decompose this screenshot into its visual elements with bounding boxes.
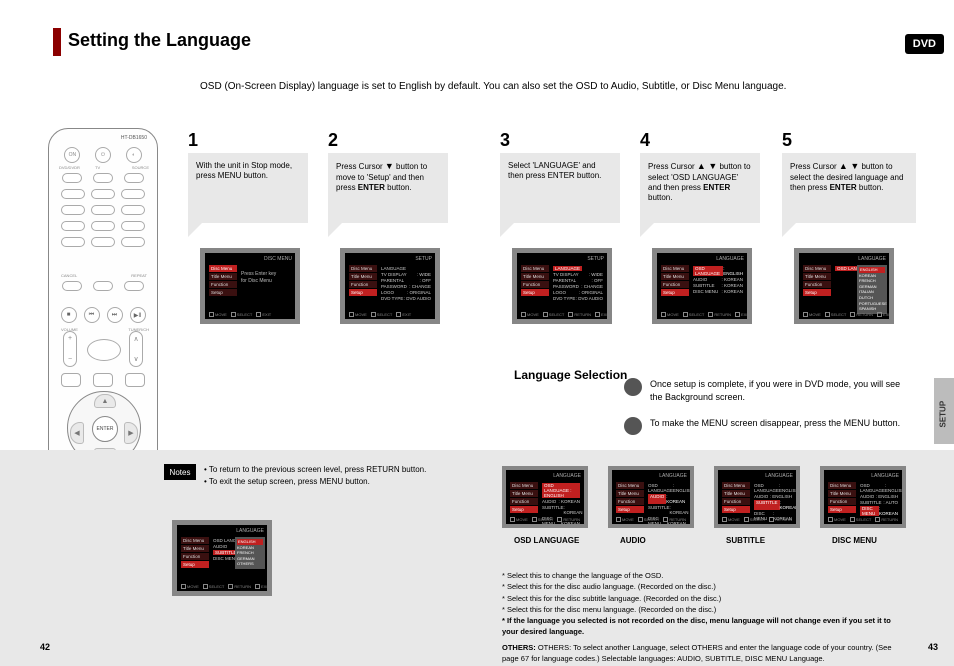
remote-menu-btn	[61, 373, 81, 387]
remote-transport: ■ ⏮ ⏭ ▶Ⅱ	[49, 307, 157, 323]
notes-text: • To return to the previous screen level…	[204, 464, 474, 488]
bullet-2-text: To make the MENU screen disappear, press…	[650, 417, 910, 430]
step-5-num: 5	[782, 130, 916, 151]
remote-volume-btn: +−	[63, 331, 77, 367]
remote-num-9	[121, 221, 145, 231]
remote-num-1	[61, 189, 85, 199]
screen-4-rows: OSD LANGUAGE : ENGLISHAUDIO : KOREANSUBT…	[693, 265, 743, 307]
bullet-dot-icon	[624, 378, 642, 396]
caption-b1: OSD LANGUAGE	[514, 536, 579, 545]
page-number-right: 43	[928, 642, 938, 652]
screen-3-rows: LANGUAGE TV DISPLAY : WIDEPARENTAL : OFF…	[553, 265, 603, 307]
remote-num-7	[61, 221, 85, 231]
caption-b2: AUDIO	[620, 536, 646, 545]
remote-tuner-btn: ∧∨	[129, 331, 143, 367]
page-number-left: 42	[40, 642, 50, 652]
step-5: 5 Press Cursor ▲ ▼ button to select the …	[782, 130, 916, 223]
osd-screen-b4: LANGUAGE Disc MenuTitle MenuFunctionSetu…	[820, 466, 906, 528]
remote-num-5	[91, 205, 115, 215]
osd-screen-4: LANGUAGE Disc Menu Title Menu Function S…	[652, 248, 752, 324]
remote-dpad-left: ◀	[70, 422, 84, 444]
down-arrow-icon: ▼	[385, 161, 394, 171]
step-2: 2 Press Cursor ▼ button to move to 'Setu…	[328, 130, 448, 223]
step-1-num: 1	[188, 130, 308, 151]
osd-screen-5: LANGUAGE Disc Menu Title Menu Function S…	[794, 248, 894, 324]
step-1-text: With the unit in Stop mode, press MENU b…	[196, 161, 292, 180]
remote-info-btn	[93, 373, 113, 387]
remote-on-btn: ON	[64, 147, 80, 163]
remote-repeat-btn	[124, 281, 144, 291]
step-1: 1 With the unit in Stop mode, press MENU…	[188, 130, 308, 223]
dvd-badge: DVD	[905, 34, 944, 54]
remote-enter-btn: ENTER	[92, 416, 118, 442]
updown-arrow-icon: ▲ ▼	[697, 161, 717, 171]
step-3-text: Select 'LANGUAGE' and then press ENTER b…	[508, 161, 601, 180]
osd-screen-note: LANGUAGE Disc Menu Title Menu Function S…	[172, 520, 272, 596]
step-3-num: 3	[500, 130, 620, 151]
section-marker	[53, 28, 61, 56]
remote-dpad-right: ▶	[124, 422, 138, 444]
section-side-tab-label: SETUP	[939, 378, 948, 428]
bullet-dot-icon	[624, 417, 642, 435]
remote-return-btn	[125, 373, 145, 387]
intro-text: OSD (On-Screen Display) language is set …	[200, 80, 900, 94]
remote-model-label: HT-DB1650	[121, 135, 147, 141]
remote-stop-btn: ■	[61, 307, 77, 323]
caption-b4: DISC MENU	[832, 536, 877, 545]
remote-num-6	[121, 205, 145, 215]
remote-num-2	[91, 189, 115, 199]
remote-numpad	[61, 189, 145, 247]
remote-num-8	[91, 221, 115, 231]
screen-2-rows: LANGUAGE TV DISPLAY : WIDEPARENTAL : OFF…	[381, 265, 431, 307]
remote-src-btn	[124, 173, 144, 183]
screen-note-submenu: ENGLISHKOREANFRENCHGERMANOTHERS	[235, 537, 265, 569]
language-selection-heading: Language Selection	[514, 368, 627, 382]
step-4: 4 Press Cursor ▲ ▼ button to select 'OSD…	[640, 130, 760, 223]
remote-prev-btn: ⏮	[84, 307, 100, 323]
osd-screen-b3: LANGUAGE Disc MenuTitle MenuFunctionSetu…	[714, 466, 800, 528]
remote-cancel-btn	[62, 281, 82, 291]
remote-func-row	[49, 373, 157, 387]
osd-screen-3: SETUP Disc Menu Title Menu Function Setu…	[512, 248, 612, 324]
info-bullets: Once setup is complete, if you were in D…	[624, 378, 910, 435]
remote-num-3	[121, 189, 145, 199]
remote-tvsleep-btn: ◐	[126, 147, 142, 163]
updown-arrow-icon-2: ▲ ▼	[839, 161, 859, 171]
bullet-1-text: Once setup is complete, if you were in D…	[650, 378, 910, 403]
remote-num-0	[91, 237, 115, 247]
remote-tv-btn	[93, 173, 113, 183]
step-3: 3 Select 'LANGUAGE' and then press ENTER…	[500, 130, 620, 223]
caption-b3: SUBTITLE	[726, 536, 765, 545]
remote-step-btn	[93, 281, 113, 291]
remote-dvd-recv-btn	[62, 173, 82, 183]
page-title: Setting the Language	[68, 30, 251, 51]
remote-num-4	[61, 205, 85, 215]
remote-num-setup	[61, 237, 85, 247]
osd-screen-2: SETUP Disc Menu Title Menu Function Setu…	[340, 248, 440, 324]
remote-dpad-up: ▲	[94, 394, 116, 408]
step-4-num: 4	[640, 130, 760, 151]
step-2-num: 2	[328, 130, 448, 151]
long-note: * Select this to change the language of …	[502, 570, 902, 664]
notes-label: Notes	[164, 464, 196, 480]
osd-screen-b1: LANGUAGE Disc MenuTitle MenuFunctionSetu…	[502, 466, 588, 528]
remote-standby-btn: ⏻	[95, 147, 111, 163]
screen-5-submenu: ENGLISHKOREANFRENCHGERMANITALIANDUTCHPOR…	[857, 265, 887, 314]
remote-shuttle	[87, 339, 121, 361]
osd-screen-1: DISC MENU Disc Menu Title Menu Function …	[200, 248, 300, 324]
osd-screen-b2: LANGUAGE Disc MenuTitle MenuFunctionSetu…	[608, 466, 694, 528]
remote-num-enter	[121, 237, 145, 247]
remote-play-btn: ▶Ⅱ	[130, 307, 146, 323]
remote-next-btn: ⏭	[107, 307, 123, 323]
